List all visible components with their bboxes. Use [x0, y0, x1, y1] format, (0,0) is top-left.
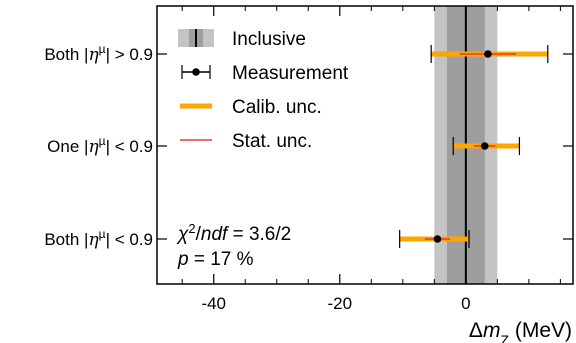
p-value-annotation: p = 17 % [177, 249, 254, 270]
measurement-point [484, 50, 492, 58]
axes: -40 -20 0 Both |ηµ| > 0.9 One |ηµ| < 0.9 Both… [44, 5, 574, 343]
legend: Inclusive Measurement Calib. unc. Stat. unc… [178, 29, 349, 152]
y-category-label: Both |ηµ| < 0.9 [44, 227, 153, 250]
legend-measurement-marker [192, 68, 200, 76]
y-category-label: One |ηµ| < 0.9 [47, 134, 153, 157]
measurement-point [480, 142, 489, 150]
x-tick-label: -40 [201, 294, 226, 313]
legend-label: Measurement [232, 63, 349, 84]
legend-label: Calib. unc. [232, 97, 322, 118]
measurement-point [433, 235, 442, 243]
plot-area [399, 6, 549, 284]
annotations: χ2/ndf = 3.6/2 p = 17 % [176, 221, 291, 271]
x-tick-label: 0 [461, 294, 470, 313]
chi2-annotation: χ2/ndf = 3.6/2 [176, 221, 291, 246]
y-category-label: Both |ηµ| > 0.9 [44, 42, 153, 65]
legend-label: Inclusive [232, 29, 306, 50]
plot-frame [156, 5, 574, 285]
legend-label: Stat. unc. [232, 131, 312, 152]
x-tick-label: -20 [327, 294, 352, 313]
x-axis-label: ΔmZ (MeV) [469, 319, 572, 343]
